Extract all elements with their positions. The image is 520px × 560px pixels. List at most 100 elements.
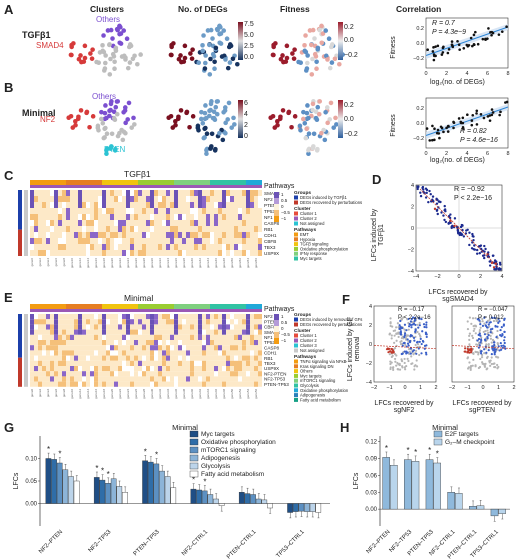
data-point bbox=[499, 333, 502, 337]
heatmap-cell bbox=[178, 319, 182, 325]
heatmap-cell bbox=[54, 250, 58, 256]
heatmap-cell bbox=[250, 324, 254, 330]
cluster-dot bbox=[104, 147, 109, 153]
heatmap-cell bbox=[218, 314, 222, 320]
heatmap-cell bbox=[110, 371, 114, 377]
scale-swatch bbox=[274, 204, 279, 210]
heatmap-cell bbox=[50, 340, 54, 346]
heatmap-cell bbox=[226, 190, 230, 196]
cluster-dot bbox=[203, 53, 208, 58]
label-others-a: Others bbox=[96, 15, 121, 24]
cluster-dot bbox=[108, 145, 114, 151]
heatmap-cell bbox=[210, 340, 214, 346]
heatmap-cell bbox=[70, 208, 74, 214]
heatmap-cell bbox=[142, 329, 146, 335]
heatmap-cell bbox=[158, 208, 162, 214]
x-gene-label: gene36 bbox=[174, 388, 178, 398]
heatmap-cell bbox=[66, 232, 70, 238]
data-point bbox=[487, 251, 490, 254]
heatmap-cell bbox=[214, 355, 218, 361]
heatmap-cell bbox=[186, 244, 190, 250]
legend-item: Cluster 2 bbox=[300, 338, 317, 343]
pathway-annotation bbox=[74, 304, 78, 309]
bg-point bbox=[388, 333, 391, 336]
heatmap-cell bbox=[54, 329, 58, 335]
y-axis-label: LFCs bbox=[13, 472, 20, 489]
heatmap-cell bbox=[74, 190, 78, 196]
heatmap-cell bbox=[90, 232, 94, 238]
heatmap-cell bbox=[218, 214, 222, 220]
data-point bbox=[489, 321, 492, 324]
heatmap-cell bbox=[78, 226, 82, 232]
heatmap-cell bbox=[166, 360, 170, 366]
heatmap-cell bbox=[194, 214, 198, 220]
heatmap-cell bbox=[150, 324, 154, 330]
cluster-dot bbox=[117, 130, 122, 136]
heatmap-cell bbox=[254, 381, 258, 387]
heatmap-cell bbox=[210, 376, 214, 382]
data-point bbox=[469, 349, 472, 352]
plot-frame bbox=[425, 97, 509, 149]
data-point bbox=[480, 350, 483, 353]
heatmap-cell bbox=[62, 366, 66, 372]
heatmap-cell bbox=[226, 214, 230, 220]
heatmap-cell bbox=[210, 232, 214, 238]
pathway-annotation bbox=[38, 180, 42, 185]
heatmap-cell bbox=[186, 232, 190, 238]
data-point bbox=[391, 348, 394, 351]
heatmap-cell bbox=[126, 238, 130, 244]
heatmap-cell bbox=[170, 220, 174, 226]
heatmap-cell bbox=[74, 366, 78, 372]
data-point bbox=[499, 110, 502, 114]
heatmap-cell bbox=[194, 371, 198, 377]
heatmap-cell bbox=[102, 366, 106, 372]
heatmap-cell bbox=[138, 360, 142, 366]
heatmap-cell bbox=[198, 376, 202, 382]
x-gene-label: gene20 bbox=[110, 388, 114, 398]
heatmap-cell bbox=[246, 350, 250, 356]
legend-label: Glycolysis bbox=[201, 463, 231, 470]
heatmap-cell bbox=[78, 214, 82, 220]
pathway-annotation bbox=[110, 304, 114, 309]
heatmap-cell bbox=[226, 226, 230, 232]
pathway-annotation bbox=[70, 304, 74, 309]
data-point bbox=[437, 132, 441, 135]
scatter-f-ylabel: LFCs induced by GF removal bbox=[347, 316, 361, 382]
cluster-dot bbox=[298, 127, 303, 133]
heatmap-cell bbox=[226, 220, 230, 226]
bg-point bbox=[396, 361, 399, 365]
cluster-dot bbox=[222, 105, 228, 110]
heatmap-cell bbox=[74, 334, 78, 340]
data-point bbox=[478, 344, 481, 347]
heatmap-cell bbox=[170, 314, 174, 320]
heatmap-cell bbox=[254, 208, 258, 214]
heatmap-cell bbox=[166, 355, 170, 361]
legend-swatch bbox=[294, 237, 298, 242]
bg-point bbox=[395, 332, 398, 335]
data-point bbox=[428, 189, 431, 193]
heatmap-cell bbox=[230, 190, 234, 196]
heatmap-cell bbox=[226, 329, 230, 335]
heatmap-cell bbox=[158, 214, 162, 220]
x-gene-label: gene16 bbox=[94, 388, 98, 398]
x-gene-label: gene0 bbox=[30, 388, 34, 397]
deg-tick-a1: 7.5 bbox=[244, 21, 254, 28]
legend-swatch bbox=[294, 343, 298, 348]
heatmap-cell bbox=[110, 250, 114, 256]
heatmap-cell bbox=[238, 244, 242, 250]
heatmap-cell bbox=[218, 250, 222, 256]
heatmap-cell bbox=[130, 208, 134, 214]
cluster-strip bbox=[24, 190, 28, 256]
cluster-dot bbox=[96, 60, 102, 66]
data-point bbox=[432, 54, 436, 58]
heatmap-cell bbox=[186, 220, 190, 226]
legend-item: Cluster 1 bbox=[300, 333, 317, 338]
data-point bbox=[453, 224, 456, 228]
heatmap-cell bbox=[34, 226, 38, 232]
bar bbox=[244, 493, 251, 504]
heatmap-cell bbox=[94, 355, 98, 361]
heatmap-cell bbox=[238, 366, 242, 372]
heatmap-cell bbox=[98, 226, 102, 232]
bg-point bbox=[494, 355, 498, 358]
heatmap-cell bbox=[250, 345, 254, 351]
